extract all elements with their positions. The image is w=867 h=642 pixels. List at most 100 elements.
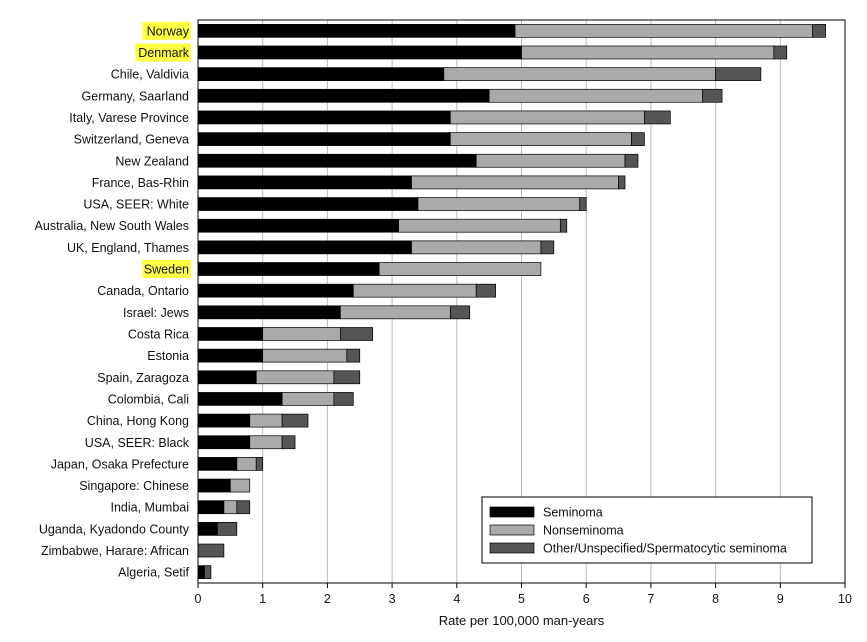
category-label: New Zealand (115, 154, 189, 168)
category-label: Sweden (144, 263, 189, 277)
bar-seminoma-13 (197, 305, 341, 320)
bar-other-15 (346, 348, 361, 363)
bar-other-25 (204, 565, 212, 580)
bar-other-20 (255, 457, 264, 471)
x-tick-label: 8 (712, 592, 719, 606)
bar-seminoma-3 (197, 88, 490, 103)
bar-seminoma-25 (197, 565, 205, 580)
bar-other-6 (624, 153, 639, 168)
x-axis-ticks: 0 1 2 3 4 5 6 7 8 9 10 (195, 583, 852, 606)
bar-nonseminoma-17 (281, 392, 335, 406)
bar-seminoma-15 (197, 348, 264, 363)
bar-nonseminoma-8 (417, 197, 581, 211)
category-label: Germany, Saarland (82, 89, 190, 103)
bar-nonseminoma-4 (449, 110, 645, 125)
bar-other-4 (644, 110, 671, 125)
x-tick-label: 6 (583, 592, 590, 606)
x-tick-label: 4 (453, 592, 460, 606)
bar-seminoma-21 (197, 478, 231, 493)
category-label: Italy, Varese Province (69, 111, 189, 125)
bar-seminoma-0 (197, 23, 516, 38)
bar-seminoma-12 (197, 283, 354, 298)
category-label: USA, SEER: White (83, 198, 189, 212)
bar-seminoma-14 (197, 327, 264, 341)
category-labels: Norway Denmark Chile, Valdivia Germany, Saa… (35, 21, 191, 580)
bar-nonseminoma-5 (449, 132, 632, 146)
bar-seminoma-1 (197, 45, 522, 60)
bar-seminoma-5 (197, 132, 451, 146)
category-label: Algeria, Setif (118, 566, 189, 580)
bar-seminoma-2 (197, 67, 445, 81)
highlight-denmark (135, 43, 191, 62)
category-label: Norway (147, 24, 190, 38)
category-label: Spain, Zaragoza (97, 371, 189, 385)
x-tick-label: 0 (195, 592, 202, 606)
x-tick-label: 10 (838, 592, 852, 606)
bar-nonseminoma-10 (411, 240, 542, 255)
category-label: India, Mumbai (110, 501, 189, 515)
bar-nonseminoma-2 (443, 67, 716, 81)
bar-seminoma-17 (197, 392, 283, 406)
bars (197, 23, 826, 580)
category-label: UK, England, Thames (67, 241, 189, 255)
bar-other-0 (812, 23, 826, 38)
bar-seminoma-19 (197, 435, 251, 450)
bar-nonseminoma-14 (262, 327, 341, 341)
category-label: Singapore: Chinese (79, 479, 189, 493)
bar-other-9 (559, 218, 568, 233)
bar-other-7 (618, 175, 626, 190)
legend-label: Other/Unspecified/Spermatocytic seminoma (543, 542, 787, 556)
bar-nonseminoma-3 (488, 88, 704, 103)
category-label: Australia, New South Wales (35, 219, 189, 233)
category-label: Estonia (147, 349, 189, 363)
category-label: Uganda, Kyadondo County (39, 522, 190, 536)
x-tick-label: 5 (518, 592, 525, 606)
x-tick-label: 2 (324, 592, 331, 606)
bar-other-1 (773, 45, 788, 60)
highlight-sweden (142, 260, 191, 279)
category-label: France, Bas-Rhin (92, 176, 189, 190)
bar-seminoma-10 (197, 240, 412, 255)
bar-nonseminoma-11 (378, 262, 542, 276)
bar-nonseminoma-6 (475, 153, 626, 168)
legend-swatch (489, 542, 535, 554)
x-axis-label: Rate per 100,000 man-years (439, 613, 605, 628)
bar-other-2 (715, 67, 762, 81)
bar-other-3 (702, 88, 723, 103)
bar-nonseminoma-20 (236, 457, 257, 471)
category-label: China, Hong Kong (87, 414, 189, 428)
bar-nonseminoma-0 (514, 23, 814, 38)
bar-seminoma-9 (197, 218, 399, 233)
bar-other-23 (217, 522, 238, 536)
bar-nonseminoma-13 (339, 305, 451, 320)
bar-nonseminoma-22 (223, 500, 238, 515)
x-tick-label: 3 (389, 592, 396, 606)
bar-other-16 (333, 370, 361, 385)
bar-other-17 (333, 392, 354, 406)
bar-other-12 (475, 283, 496, 298)
bar-nonseminoma-7 (411, 175, 619, 190)
legend-swatch (489, 524, 535, 536)
bar-seminoma-23 (197, 522, 218, 536)
bar-seminoma-7 (197, 175, 412, 190)
category-label: Costa Rica (128, 327, 189, 341)
category-label: Chile, Valdivia (111, 68, 189, 82)
legend-swatch (489, 506, 535, 518)
category-label: Canada, Ontario (97, 284, 189, 298)
bar-seminoma-6 (197, 153, 477, 168)
bar-other-19 (281, 435, 296, 450)
highlight-norway (142, 21, 191, 40)
bar-nonseminoma-18 (249, 413, 283, 428)
bar-other-10 (540, 240, 555, 255)
bar-other-5 (631, 132, 645, 146)
bar-seminoma-20 (197, 457, 238, 471)
legend-label: Nonseminoma (543, 524, 624, 538)
x-tick-label: 1 (259, 592, 266, 606)
bar-nonseminoma-21 (230, 478, 251, 493)
bar-seminoma-16 (197, 370, 257, 385)
bar-nonseminoma-9 (398, 218, 561, 233)
bar-seminoma-18 (197, 413, 251, 428)
x-tick-label: 9 (777, 592, 784, 606)
bar-other-22 (236, 500, 251, 515)
